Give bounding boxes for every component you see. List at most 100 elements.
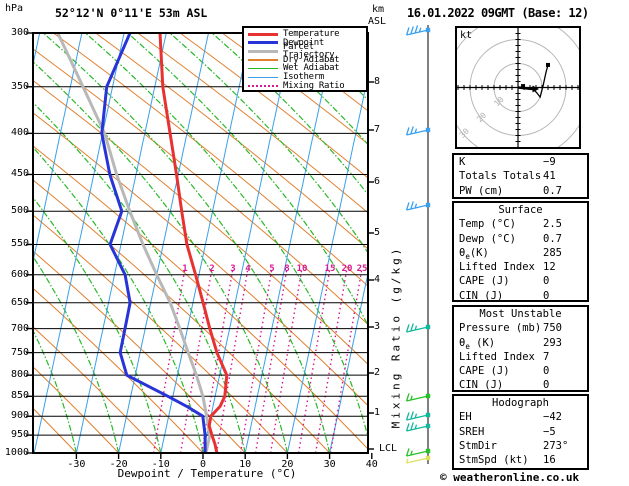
hodograph-trace-marker <box>546 62 550 67</box>
panel-row-value: 0.7 <box>543 232 562 245</box>
panel-row: Totals Totals 41 <box>454 169 587 183</box>
panel-row-label: StmSpd (kt) <box>459 454 529 467</box>
wet-adiabat-line <box>42 33 331 453</box>
wet-adiabat-line <box>33 101 246 453</box>
pressure-axis-label: 350 <box>10 80 29 92</box>
dry-adiabat-line <box>179 33 368 179</box>
panel-row: CIN (J) 0 <box>454 289 587 303</box>
mixing-ratio-value-label: 25 <box>357 264 368 274</box>
wind-barb <box>405 126 431 136</box>
panel-row: PW (cm) 0.7 <box>454 184 587 198</box>
mixing-ratio-axis-label: Mixing Ratio (g/kg) <box>389 245 403 429</box>
hodograph-unit-label: kt <box>460 30 473 41</box>
altitude-axis-label: 7 <box>374 124 381 135</box>
legend: Temperature Dewpoint Parcel Trajectory Dry … <box>242 26 368 92</box>
dry-adiabat-line <box>136 33 368 214</box>
panel-box-title: Hodograph <box>492 397 549 409</box>
panel-row: Temp (°C) 2.5 <box>454 217 587 231</box>
panel-row-label: EH <box>459 411 472 424</box>
dry-adiabat-line <box>33 287 204 453</box>
legend-label: Dry Adiabat <box>283 54 340 65</box>
panel-row-label: PW (cm) <box>459 184 504 197</box>
pressure-axis-label: 300 <box>10 27 29 38</box>
legend-label: Mixing Ratio <box>283 80 345 91</box>
panel-row-value: 0 <box>543 275 550 288</box>
panel-row-value: 7 <box>543 350 550 363</box>
panel-row-label: Dewp (°C) <box>459 232 516 245</box>
wind-barb-column <box>405 25 431 464</box>
altitude-axis-label: 5 <box>374 227 381 238</box>
sounding-curves <box>56 33 229 453</box>
isotherm-line <box>329 271 368 453</box>
dry-adiabat-line <box>33 326 162 453</box>
temperature-axis-label: 40 <box>365 459 378 470</box>
panel-box: K −9 Totals Totals 41 PW (cm) 0.7 <box>452 153 589 199</box>
altitude-axis-label: 3 <box>374 321 381 332</box>
panel-row-label: CAPE (J) <box>459 275 510 288</box>
panel-row-value: 293 <box>543 336 562 349</box>
mixing-ratio-value-label: 1 <box>182 264 187 274</box>
pressure-axis-label: 850 <box>10 390 29 402</box>
wet-adiabat-line <box>211 33 368 196</box>
legend-label: Isotherm <box>283 71 324 82</box>
mixing-ratio-value-label: 20 <box>342 264 353 274</box>
mixing-ratio-line <box>179 268 213 453</box>
panel-row: StmSpd (kt) 16 <box>454 453 587 467</box>
run-date-title: 16.01.2022 09GMT (Base: 12) <box>407 6 589 20</box>
panel-box-title: Surface <box>498 204 543 216</box>
pressure-axis-label: 650 <box>10 296 29 308</box>
panel-row-label: CIN (J) <box>459 379 504 392</box>
panel-row-value: 12 <box>543 261 556 274</box>
legend-line-sample <box>248 76 278 79</box>
temperature-axis-label: 20 <box>281 459 294 470</box>
dry-adiabat-line <box>33 214 288 453</box>
panel-row-value: −9 <box>543 156 556 168</box>
legend-label: Dewpoint <box>283 37 324 48</box>
dry-adiabat-line <box>33 250 246 453</box>
panel-row-value: 0 <box>543 379 550 392</box>
isotherm-line <box>33 33 83 264</box>
temperature-axis-label: 0 <box>199 459 207 470</box>
altitude-axis-label: 8 <box>374 76 381 87</box>
panel-row-value: 0 <box>543 365 550 378</box>
legend-label: Temperature <box>283 29 340 39</box>
mixing-ratio-line <box>314 268 348 453</box>
parcel-trajectory-curve <box>56 33 212 453</box>
panel-row: K −9 <box>454 155 587 169</box>
mixing-ratio-line <box>200 268 234 453</box>
panel-row-label: Pressure (mb) <box>459 322 542 335</box>
panel-row: CIN (J) 0 <box>454 378 587 392</box>
panel-row: Dewp (°C) 0.7 <box>454 232 587 246</box>
mixing-ratio-value-label: 5 <box>269 264 274 274</box>
legend-label: Parcel Trajectory <box>283 41 335 61</box>
legend-item: Mixing Ratio <box>248 80 366 91</box>
dry-adiabat-line <box>94 33 368 250</box>
mixing-ratio-value-label: 15 <box>325 264 336 274</box>
panel-row-label: SREH <box>459 425 485 438</box>
hodograph-trace-marker <box>521 84 526 89</box>
panel-row: θe (K) 293 <box>454 336 587 351</box>
mixing-ratio-value-label: 4 <box>245 264 251 274</box>
altitude-axis-label: 1 <box>374 407 381 418</box>
panel-row: θe(K) 285 <box>454 246 587 261</box>
panel-row-label: CAPE (J) <box>459 365 510 378</box>
panel-row-value: 41 <box>543 170 556 183</box>
legend-item: Wet Adiabat <box>248 64 366 73</box>
legend-line-sample <box>248 84 278 87</box>
legend-line-sample <box>248 59 278 61</box>
legend-line-sample <box>248 32 278 36</box>
panel-row-label: Temp (°C) <box>459 218 516 231</box>
isotherm-line <box>33 33 125 453</box>
wind-barb <box>405 448 431 457</box>
panel-row: Lifted Index 12 <box>454 260 587 274</box>
dry-adiabat-line <box>263 33 368 112</box>
panel-row-value: −5 <box>543 425 556 438</box>
legend-item: Parcel Trajectory <box>248 42 366 60</box>
legend-item: Dewpoint <box>248 37 366 48</box>
panel-box: Hodograph EH −42 SREH −5 StmDir 273° StmSpd (kt… <box>452 394 589 470</box>
dry-adiabat-line <box>33 48 368 326</box>
mixing-ratio-line <box>152 268 186 453</box>
altitude-axis-label: 4 <box>374 274 381 285</box>
